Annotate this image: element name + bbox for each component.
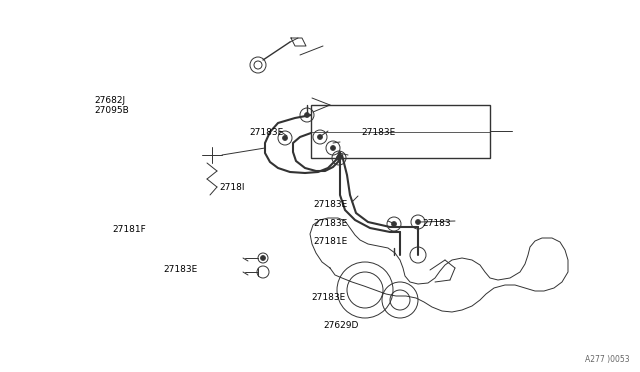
Text: 27095B: 27095B	[95, 106, 129, 115]
Circle shape	[282, 135, 287, 141]
Circle shape	[260, 256, 266, 260]
Text: 27183E: 27183E	[163, 265, 198, 274]
Circle shape	[330, 145, 335, 151]
Circle shape	[415, 219, 420, 224]
Bar	[311, 105, 490, 158]
Text: 27181F: 27181F	[112, 225, 146, 234]
Text: 27183E: 27183E	[314, 200, 348, 209]
Text: 27183E: 27183E	[362, 128, 396, 137]
Text: 27682J: 27682J	[95, 96, 126, 105]
Circle shape	[392, 221, 397, 227]
Circle shape	[305, 112, 310, 118]
Text: 2718I: 2718I	[219, 183, 244, 192]
Text: 27629D: 27629D	[323, 321, 358, 330]
Text: A277 )0053: A277 )0053	[586, 355, 630, 364]
Text: 27181E: 27181E	[314, 237, 348, 246]
Text: 27183: 27183	[422, 219, 451, 228]
Circle shape	[337, 155, 342, 160]
Text: 27183E: 27183E	[250, 128, 284, 137]
Text: 27183E: 27183E	[312, 293, 346, 302]
Circle shape	[317, 135, 323, 140]
Text: 27183E: 27183E	[314, 219, 348, 228]
